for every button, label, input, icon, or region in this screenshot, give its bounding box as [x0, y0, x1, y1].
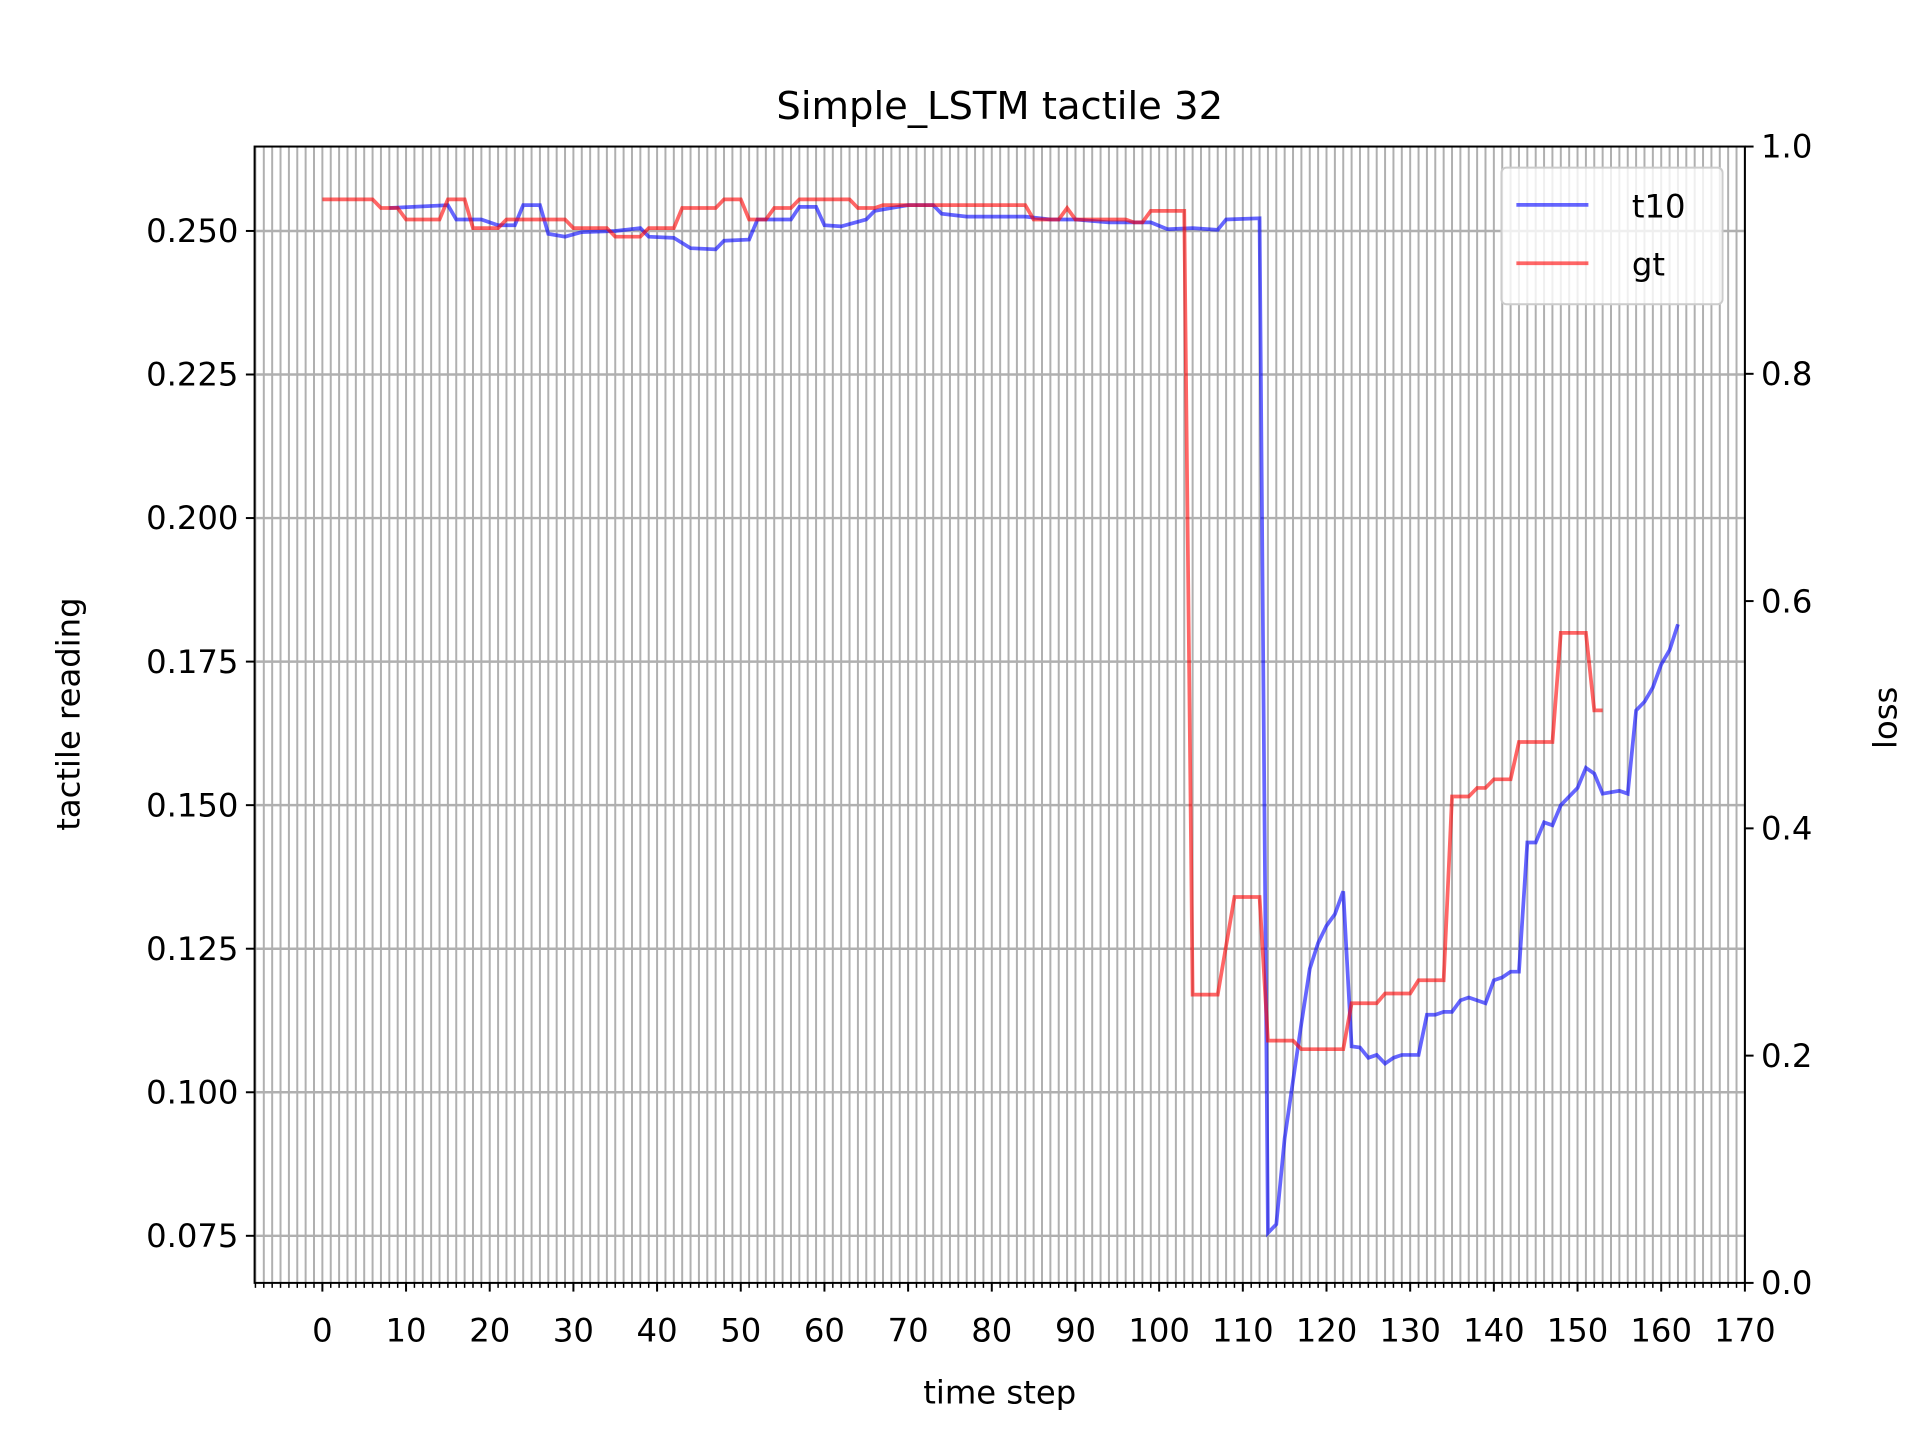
y2-tick-label: 1.0: [1761, 128, 1812, 166]
x-tick-label: 10: [386, 1311, 427, 1349]
y-tick-label: 0.125: [146, 930, 238, 968]
x-tick-label: 0: [312, 1311, 333, 1349]
series-line: [389, 203, 1680, 1238]
x-tick-label: 170: [1714, 1311, 1776, 1349]
y-tick-label: 0.225: [146, 356, 238, 394]
x-tick-label: 20: [469, 1311, 510, 1349]
x-tick-label: 40: [637, 1311, 678, 1349]
chart-title: Simple_LSTM tactile 32: [776, 84, 1223, 129]
legend-box: [1500, 166, 1724, 306]
y2-tick-label: 0.8: [1761, 355, 1812, 393]
x-tick-label: 30: [553, 1311, 594, 1349]
x-tick-label: 70: [888, 1311, 929, 1349]
y-tick-label: 0.150: [146, 786, 238, 824]
y-tick-label: 0.075: [146, 1217, 238, 1255]
series-line: [322, 197, 1603, 1052]
y-tick-label: 0.250: [146, 212, 238, 250]
x-tick-label: 80: [971, 1311, 1012, 1349]
x-tick-label: 160: [1630, 1311, 1692, 1349]
x-tick-label: 90: [1055, 1311, 1096, 1349]
y-tick-label: 0.100: [146, 1073, 238, 1111]
y2-tick-label: 0.0: [1761, 1264, 1812, 1302]
x-tick-label: 110: [1212, 1311, 1274, 1349]
x-axis-label: time step: [923, 1373, 1076, 1411]
x-tick-label: 60: [804, 1311, 845, 1349]
y2-tick-label: 0.6: [1761, 582, 1812, 620]
legend-label: gt: [1632, 246, 1665, 284]
x-tick-label: 130: [1379, 1311, 1441, 1349]
y2-tick-label: 0.2: [1761, 1037, 1812, 1075]
y2-axis-label: loss: [1866, 687, 1904, 749]
x-tick-label: 120: [1296, 1311, 1358, 1349]
y-tick-label: 0.200: [146, 499, 238, 537]
y-tick-label: 0.175: [146, 643, 238, 681]
x-tick-label: 100: [1128, 1311, 1190, 1349]
x-tick-label: 50: [720, 1311, 761, 1349]
plot-frame: [253, 145, 1746, 1284]
y-axis-label: tactile reading: [49, 597, 87, 830]
legend-label: t10: [1632, 187, 1686, 225]
y2-tick-label: 0.4: [1761, 810, 1812, 848]
x-tick-label: 140: [1463, 1311, 1525, 1349]
x-tick-label: 150: [1547, 1311, 1609, 1349]
